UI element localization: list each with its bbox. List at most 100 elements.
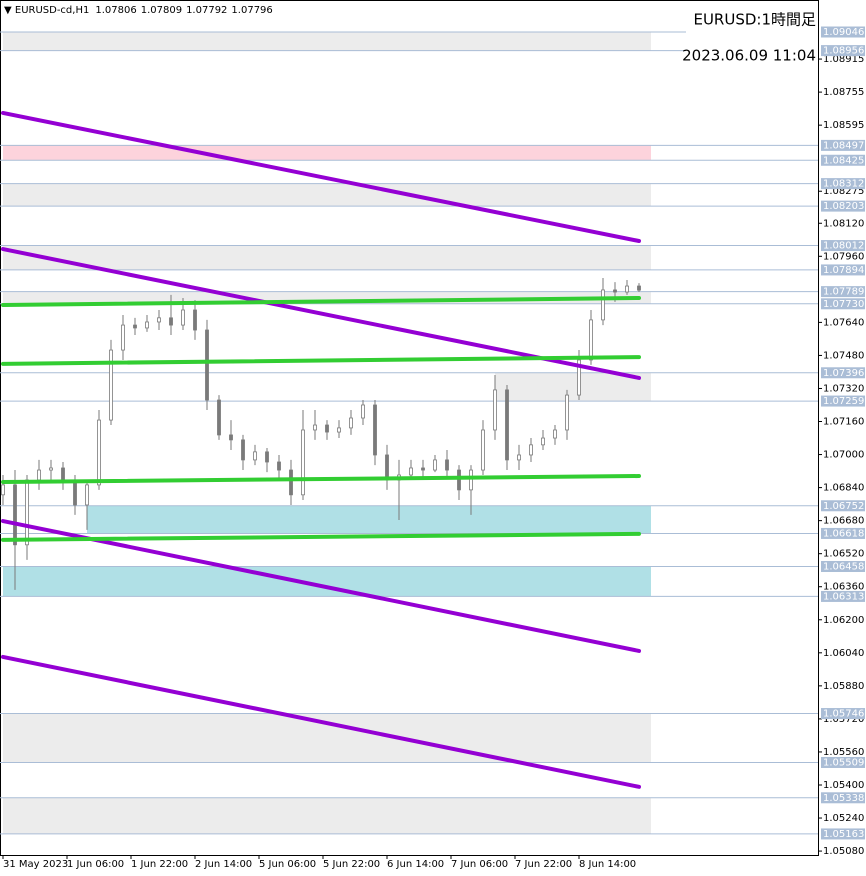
symbol: EURUSD-cd,H1 xyxy=(15,5,89,16)
y-tick-label: 1.08275 xyxy=(823,186,864,197)
level-label: 1.06458 xyxy=(823,561,864,572)
y-tick-label: 1.06040 xyxy=(823,648,864,659)
x-tick-label: 8 Jun 14:00 xyxy=(579,859,636,870)
candle-body xyxy=(13,484,17,546)
y-tick-label: 1.05720 xyxy=(823,714,864,725)
candle-body xyxy=(289,469,293,496)
y-tick-label: 1.05240 xyxy=(823,813,864,824)
candle-body xyxy=(529,444,533,456)
level-label: 1.08312 xyxy=(823,179,864,190)
level-label-bg xyxy=(821,45,865,57)
chart-subtitle: 2023.06.09 11:04 xyxy=(682,47,816,65)
level-label-bg xyxy=(821,828,865,840)
y-tick-label: 1.06680 xyxy=(823,516,864,527)
y-tick-label: 1.08120 xyxy=(823,218,864,229)
level-label: 1.08203 xyxy=(823,201,864,212)
candle-body xyxy=(193,309,197,331)
y-tick-label: 1.05400 xyxy=(823,780,864,791)
candle-body xyxy=(265,451,269,463)
x-tick-label: 5 Jun 22:00 xyxy=(323,859,380,870)
candle-body xyxy=(277,461,281,471)
y-tick-label: 1.07160 xyxy=(823,417,864,428)
level-label: 1.08497 xyxy=(823,140,864,151)
candle-body xyxy=(505,389,509,461)
candle-body xyxy=(73,479,77,506)
y-tick-label: 1.08755 xyxy=(823,87,864,98)
trend-line xyxy=(1,531,641,542)
menu-arrow: ▼ xyxy=(4,5,15,16)
level-label-bg xyxy=(821,178,865,190)
x-tick-label: 31 May 2023 xyxy=(3,859,68,870)
level-label-bg xyxy=(821,139,865,151)
candle-body xyxy=(325,424,329,433)
level-label: 1.08956 xyxy=(823,46,864,57)
candle-body xyxy=(601,289,605,321)
candle-body xyxy=(169,317,173,326)
x-tick-label: 5 Jun 06:00 xyxy=(259,859,316,870)
candle-body xyxy=(337,427,341,433)
candle-body xyxy=(313,424,317,431)
y-tick-label: 1.05880 xyxy=(823,681,864,692)
trend-line xyxy=(1,654,641,789)
quote: 1.07796 xyxy=(231,5,272,16)
y-tick-label: 1.07960 xyxy=(823,251,864,262)
candle-body xyxy=(1,484,5,496)
y-tick-label: 1.06840 xyxy=(823,483,864,494)
trend-line xyxy=(1,519,641,653)
level-label: 1.05338 xyxy=(823,793,864,804)
candle-body xyxy=(433,459,437,471)
level-label-bg xyxy=(821,367,865,379)
candle-body xyxy=(301,429,305,496)
title-box xyxy=(686,4,818,72)
trend-line xyxy=(1,296,641,308)
y-tick-label: 1.07000 xyxy=(823,450,864,461)
candle-body xyxy=(85,484,89,506)
zone xyxy=(3,32,651,51)
candle-body xyxy=(457,469,461,491)
candle-body xyxy=(493,389,497,431)
level-label: 1.05509 xyxy=(823,757,864,768)
candle-body xyxy=(49,467,53,471)
x-tick-label: 7 Jun 06:00 xyxy=(451,859,508,870)
level-label: 1.07789 xyxy=(823,287,864,298)
x-tick-label: 7 Jun 22:00 xyxy=(515,859,572,870)
level-label-bg xyxy=(821,756,865,768)
candle-body xyxy=(541,437,545,446)
trend-line xyxy=(1,355,641,366)
level-label-bg xyxy=(821,264,865,276)
candle-body xyxy=(409,467,413,476)
x-tick-label: 1 Jun 22:00 xyxy=(131,859,188,870)
plot-frame xyxy=(0,0,819,856)
y-tick-label: 1.07640 xyxy=(823,317,864,328)
x-tick-label: 6 Jun 14:00 xyxy=(387,859,444,870)
level-label-bg xyxy=(821,708,865,720)
level-label: 1.05163 xyxy=(823,829,864,840)
candle-body xyxy=(481,429,485,471)
candle-body xyxy=(97,419,101,486)
zone xyxy=(495,372,651,402)
quote: 1.07806 xyxy=(95,5,136,16)
level-label-bg xyxy=(821,298,865,310)
y-tick-label: 1.08915 xyxy=(823,54,864,65)
level-label-bg xyxy=(821,527,865,539)
quote: 1.07809 xyxy=(141,5,182,16)
candle-body xyxy=(577,359,581,396)
level-label-bg xyxy=(821,590,865,602)
level-label: 1.09046 xyxy=(823,27,864,38)
zone xyxy=(3,566,651,597)
quote: 1.07792 xyxy=(186,5,227,16)
candle-body xyxy=(553,429,557,439)
candle-body xyxy=(133,324,137,329)
level-label: 1.07894 xyxy=(823,265,864,276)
trend-line xyxy=(1,110,641,244)
candle-body xyxy=(109,349,113,421)
level-label-bg xyxy=(821,792,865,804)
zone xyxy=(87,505,651,534)
y-tick-label: 1.08595 xyxy=(823,120,864,131)
candle-body xyxy=(217,399,221,436)
chart-title: EURUSD:1時間足 xyxy=(693,11,816,29)
zone xyxy=(3,245,651,270)
candle-body xyxy=(373,404,377,456)
x-tick-label: 1 Jun 06:00 xyxy=(67,859,124,870)
y-tick-label: 1.05080 xyxy=(823,846,864,857)
